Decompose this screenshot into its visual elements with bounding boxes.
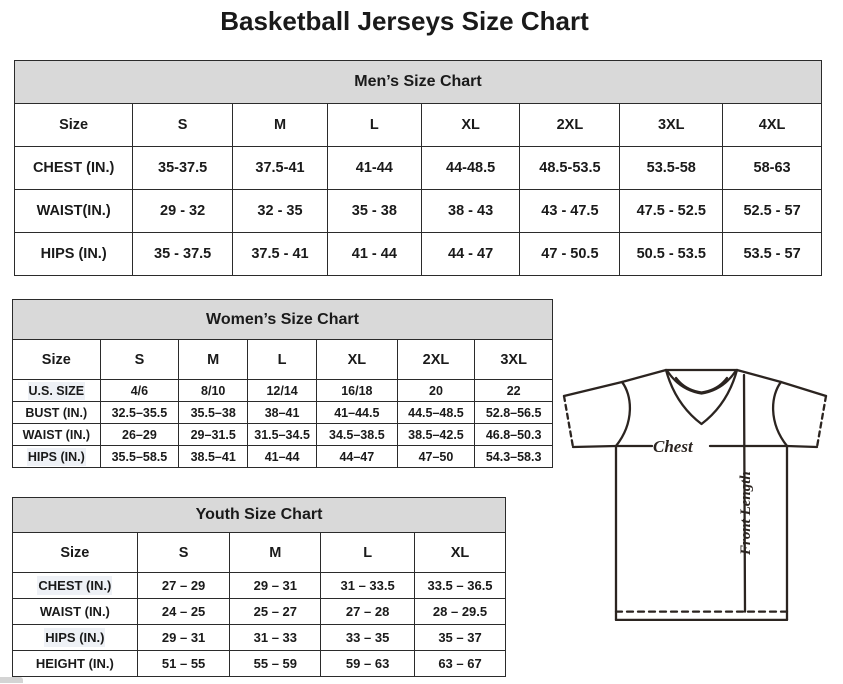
svg-text:Front Length: Front Length — [738, 471, 754, 556]
svg-text:Chest: Chest — [653, 437, 694, 456]
